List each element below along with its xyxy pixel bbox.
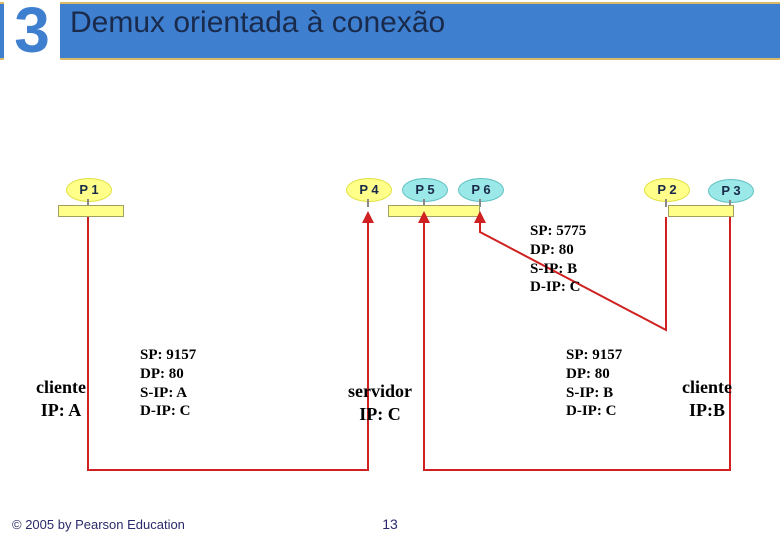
process-p6: P 6 — [458, 178, 504, 202]
node-server: servidor IP: C — [348, 380, 412, 425]
node-line2: IP:B — [682, 399, 732, 422]
slide: 3 Demux orientada à conexão P 1 P 4 P 5 … — [0, 0, 780, 540]
packet-sp: SP: 9157 — [140, 346, 196, 365]
packet-dip: D-IP: C — [140, 402, 196, 421]
node-line1: cliente — [682, 376, 732, 399]
process-p1: P 1 — [66, 178, 112, 202]
node-line1: servidor — [348, 380, 412, 403]
process-label: P 2 — [657, 182, 676, 197]
packet-sip: S-IP: B — [566, 384, 622, 403]
process-label: P 4 — [359, 182, 378, 197]
stem — [367, 199, 369, 207]
packet-dip: D-IP: C — [566, 402, 622, 421]
packet-dp: DP: 80 — [140, 365, 196, 384]
node-client-b: cliente IP:B — [682, 376, 732, 421]
footer-page-number: 13 — [382, 516, 398, 532]
footer-copyright: © 2005 by Pearson Education — [12, 517, 185, 532]
packet-sp: SP: 5775 — [530, 222, 586, 241]
stem — [665, 199, 667, 207]
node-line2: IP: C — [348, 403, 412, 426]
packet-sp: SP: 9157 — [566, 346, 622, 365]
conn-p1-p4 — [88, 217, 368, 470]
packet-info-right: SP: 9157 DP: 80 S-IP: B D-IP: C — [566, 346, 622, 421]
process-p5: P 5 — [402, 178, 448, 202]
node-line1: cliente — [36, 376, 86, 399]
process-p3: P 3 — [708, 179, 754, 203]
packet-dp: DP: 80 — [530, 241, 586, 260]
packet-sip: S-IP: A — [140, 384, 196, 403]
process-label: P 1 — [79, 182, 98, 197]
packet-dp: DP: 80 — [566, 365, 622, 384]
chapter-number: 3 — [4, 0, 60, 66]
process-label: P 6 — [471, 182, 490, 197]
node-line2: IP: A — [36, 399, 86, 422]
transport-layer-box-right — [668, 205, 734, 217]
process-label: P 5 — [415, 182, 434, 197]
process-p2: P 2 — [644, 178, 690, 202]
transport-layer-box-left — [58, 205, 124, 217]
connection-lines — [0, 0, 780, 540]
packet-info-middle: SP: 5775 DP: 80 S-IP: B D-IP: C — [530, 222, 586, 297]
slide-title: Demux orientada à conexão — [70, 6, 445, 40]
process-label: P 3 — [721, 183, 740, 198]
packet-info-left: SP: 9157 DP: 80 S-IP: A D-IP: C — [140, 346, 196, 421]
transport-layer-box-mid — [388, 205, 480, 217]
packet-dip: D-IP: C — [530, 278, 586, 297]
packet-sip: S-IP: B — [530, 260, 586, 279]
process-p4: P 4 — [346, 178, 392, 202]
node-client-a: cliente IP: A — [36, 376, 86, 421]
